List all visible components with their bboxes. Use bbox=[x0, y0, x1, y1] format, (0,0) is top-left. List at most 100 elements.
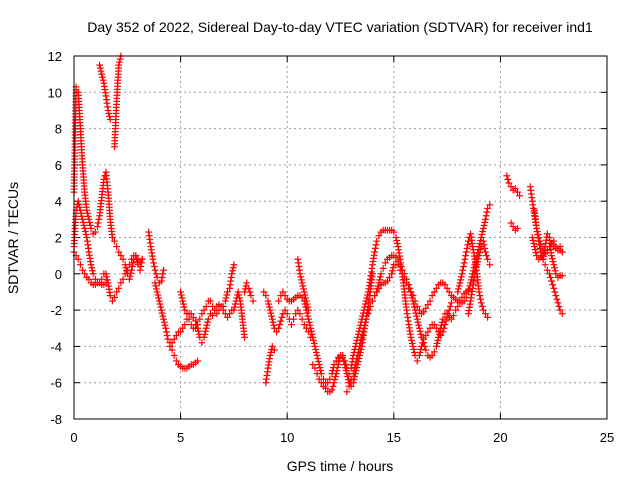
data-point bbox=[86, 218, 94, 226]
data-point bbox=[481, 244, 489, 252]
data-point bbox=[89, 270, 97, 278]
data-point bbox=[482, 310, 489, 318]
data-point bbox=[359, 327, 367, 335]
data-point bbox=[74, 197, 82, 205]
data-point bbox=[484, 313, 492, 321]
series-track-12 bbox=[262, 343, 278, 387]
data-point bbox=[299, 282, 307, 290]
data-point bbox=[339, 352, 347, 359]
data-point bbox=[477, 234, 485, 241]
data-point bbox=[279, 288, 287, 296]
data-point bbox=[294, 306, 302, 314]
data-point bbox=[76, 203, 84, 211]
data-point bbox=[482, 248, 489, 256]
data-point bbox=[446, 303, 454, 310]
data-point bbox=[366, 303, 374, 310]
data-point bbox=[123, 267, 130, 275]
data-point bbox=[411, 349, 418, 356]
x-axis-label: GPS time / hours bbox=[287, 458, 394, 474]
data-point bbox=[443, 284, 451, 292]
data-point bbox=[164, 335, 172, 343]
data-point bbox=[477, 295, 484, 303]
data-point bbox=[275, 297, 283, 305]
data-point bbox=[115, 61, 123, 69]
data-point bbox=[334, 364, 342, 371]
data-point bbox=[290, 315, 297, 323]
data-point bbox=[298, 315, 306, 323]
data-point bbox=[447, 299, 455, 307]
data-point bbox=[241, 285, 249, 293]
data-point bbox=[507, 219, 515, 227]
data-point bbox=[388, 270, 396, 278]
data-point bbox=[374, 282, 382, 290]
data-point bbox=[219, 306, 227, 314]
data-point bbox=[315, 375, 323, 383]
data-point bbox=[503, 172, 511, 180]
data-point bbox=[271, 346, 278, 354]
data-point bbox=[408, 291, 415, 299]
data-point bbox=[153, 285, 160, 293]
data-point bbox=[283, 310, 291, 318]
data-point bbox=[476, 292, 484, 299]
data-point bbox=[411, 306, 419, 314]
data-point bbox=[98, 70, 106, 78]
series-track-5 bbox=[111, 52, 125, 151]
data-point bbox=[465, 237, 472, 245]
data-point bbox=[410, 346, 418, 353]
data-point bbox=[264, 297, 272, 305]
data-point bbox=[356, 343, 364, 350]
data-point bbox=[439, 315, 447, 323]
data-point bbox=[162, 328, 170, 336]
data-point bbox=[275, 324, 283, 332]
data-point bbox=[267, 309, 275, 317]
data-point bbox=[482, 212, 490, 220]
y-tick-label: 10 bbox=[48, 85, 62, 100]
data-point bbox=[558, 272, 566, 280]
data-point bbox=[91, 228, 99, 236]
data-point bbox=[266, 306, 274, 314]
data-point bbox=[422, 332, 430, 339]
data-point bbox=[298, 279, 306, 287]
data-point bbox=[201, 330, 209, 338]
data-point bbox=[353, 355, 361, 362]
data-point bbox=[379, 264, 387, 272]
data-point bbox=[476, 240, 484, 247]
x-tick-label: 25 bbox=[600, 430, 614, 445]
data-point bbox=[83, 206, 91, 214]
data-point bbox=[302, 297, 310, 305]
data-point bbox=[430, 348, 438, 356]
data-point bbox=[473, 261, 481, 269]
series-track-25 bbox=[550, 237, 566, 256]
data-point bbox=[181, 306, 189, 314]
data-point bbox=[81, 228, 89, 235]
data-point bbox=[153, 288, 161, 296]
series-track-6 bbox=[145, 228, 167, 287]
data-point bbox=[80, 222, 88, 229]
data-point bbox=[516, 192, 523, 200]
data-point bbox=[76, 261, 84, 269]
series-track-1 bbox=[70, 83, 146, 283]
data-point bbox=[460, 259, 468, 267]
data-point bbox=[462, 248, 470, 256]
data-point bbox=[113, 288, 121, 296]
data-point bbox=[207, 297, 214, 305]
data-point bbox=[416, 349, 424, 356]
data-point bbox=[97, 67, 105, 75]
data-point bbox=[543, 266, 551, 274]
data-point bbox=[455, 285, 462, 293]
data-point bbox=[438, 321, 445, 329]
data-point bbox=[198, 339, 206, 347]
data-point bbox=[535, 237, 543, 245]
data-point bbox=[546, 270, 553, 278]
data-point bbox=[155, 297, 163, 305]
data-point bbox=[408, 339, 416, 347]
data-point bbox=[430, 288, 438, 296]
data-point bbox=[302, 294, 310, 302]
data-point bbox=[472, 264, 480, 272]
data-point bbox=[357, 336, 365, 344]
data-point bbox=[447, 315, 455, 323]
data-point bbox=[159, 270, 167, 278]
data-point bbox=[89, 267, 96, 275]
data-point bbox=[300, 285, 307, 293]
data-point bbox=[303, 309, 311, 317]
